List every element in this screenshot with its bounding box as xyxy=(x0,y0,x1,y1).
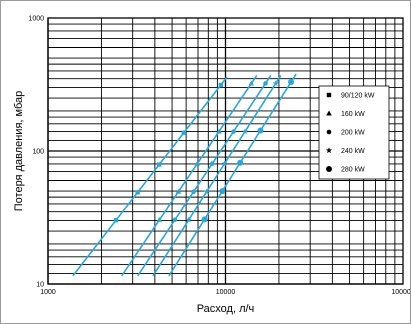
series-line xyxy=(136,74,272,277)
legend-item: 280 kW xyxy=(326,166,365,174)
x-tick-label: 1000 xyxy=(40,289,56,296)
point-marker xyxy=(288,78,295,85)
point-marker xyxy=(201,216,208,223)
y-tick-label: 100 xyxy=(32,149,44,156)
point-marker xyxy=(194,160,201,166)
point-marker xyxy=(113,218,119,223)
point-marker xyxy=(218,82,224,88)
legend-item: 160 kW xyxy=(326,110,365,118)
legend-label: 240 kW xyxy=(341,148,365,155)
legend-label: 160 kW xyxy=(341,111,365,118)
point-marker xyxy=(231,129,236,134)
y-tick-label: 10 xyxy=(36,282,44,289)
point-marker xyxy=(248,80,255,86)
point-marker xyxy=(257,127,264,134)
legend: 90/120 kW 160 kW 200 kW 240 kW 280 kW xyxy=(318,85,390,180)
legend-label: 90/120 kW xyxy=(341,93,375,100)
point-marker xyxy=(263,81,268,86)
point-marker xyxy=(241,128,249,135)
point-marker xyxy=(135,190,140,195)
series-line xyxy=(72,76,228,277)
point-marker xyxy=(209,161,215,166)
point-marker xyxy=(156,216,163,222)
point-marker xyxy=(326,92,332,98)
point-marker xyxy=(185,216,192,223)
series-path xyxy=(168,73,297,277)
series-path xyxy=(152,74,282,277)
point-marker xyxy=(326,129,332,135)
y-axis-label: Потеря давления, мбар xyxy=(13,91,25,212)
point-marker xyxy=(219,188,226,195)
y-tick-label: 1000 xyxy=(28,16,44,23)
series-path xyxy=(136,74,272,277)
point-marker xyxy=(221,160,228,167)
point-marker xyxy=(237,159,244,166)
x-tick-label: 100000 xyxy=(391,289,410,296)
point-marker xyxy=(326,110,332,116)
point-marker xyxy=(272,80,279,87)
point-marker xyxy=(175,188,182,194)
legend-item: 240 kW xyxy=(325,147,365,155)
series-line xyxy=(120,74,258,277)
point-marker xyxy=(203,188,210,195)
series-lines xyxy=(72,73,297,277)
tick-labels: 1000 10000 100000 10 100 1000 xyxy=(28,16,410,297)
x-tick-label: 10000 xyxy=(216,289,236,296)
series-line xyxy=(152,74,282,277)
point-marker xyxy=(191,189,196,195)
point-marker xyxy=(326,166,332,172)
legend-label: 200 kW xyxy=(341,130,365,137)
series-path xyxy=(120,74,258,277)
series-line xyxy=(168,73,297,277)
plot-frame xyxy=(47,17,404,285)
point-marker xyxy=(172,217,178,223)
legend-label: 280 kW xyxy=(341,167,365,174)
point-marker xyxy=(216,128,222,134)
point-marker xyxy=(325,147,333,154)
legend-item: 90/120 kW xyxy=(326,92,375,100)
x-axis-label: Расход, л/ч xyxy=(197,303,255,315)
legend-item: 200 kW xyxy=(326,129,365,137)
series-path xyxy=(72,76,228,277)
point-marker xyxy=(181,130,187,135)
point-marker xyxy=(156,162,162,167)
